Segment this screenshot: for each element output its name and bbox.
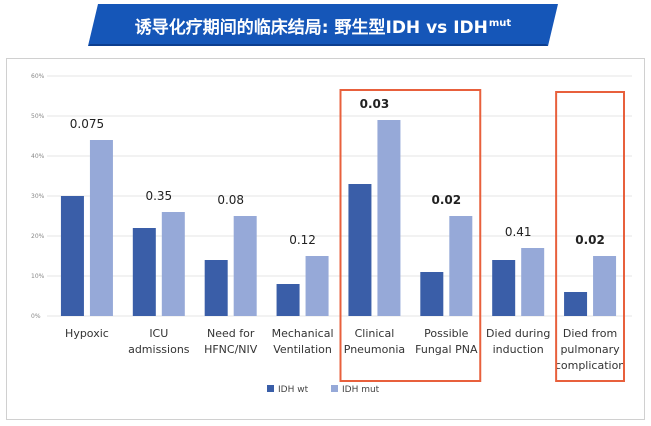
bar-idh-mut <box>449 216 473 316</box>
p-value-label: 0.02 <box>575 233 605 247</box>
category-label: Pneumonia <box>344 343 405 356</box>
y-tick-label: 60% <box>31 73 45 80</box>
p-value-label: 0.03 <box>360 97 390 111</box>
p-value-label: 0.41 <box>505 225 532 239</box>
title-banner: 诱导化疗期间的临床结局: 野生型IDH vs IDH mut <box>88 4 558 46</box>
page-title-superscript: mut <box>488 17 512 29</box>
bar-chart: 0% 10% 20% 30% 40% 50% 60% 0.075 Hypoxic 0.35 ICU a… <box>31 73 632 395</box>
category-label: Clinical <box>355 327 395 340</box>
bar-idh-wt <box>492 260 516 316</box>
category-label: Fungal PNA <box>415 343 478 356</box>
highlight-box <box>339 89 482 382</box>
legend-swatch <box>331 385 338 392</box>
bar-idh-wt <box>276 284 300 316</box>
y-tick-label: 40% <box>31 153 45 160</box>
bar-idh-mut <box>233 216 257 316</box>
page-title: 诱导化疗期间的临床结局: 野生型IDH vs IDH mut <box>88 4 558 46</box>
bar-idh-mut <box>89 140 113 316</box>
bar-idh-wt <box>60 196 84 316</box>
legend-swatch <box>267 385 274 392</box>
title-banner-shape <box>88 4 558 46</box>
category-label: Ventilation <box>273 343 332 356</box>
y-tick-label: 30% <box>31 193 45 200</box>
bar-idh-wt <box>204 260 228 316</box>
p-value-label: 0.02 <box>432 193 462 207</box>
bar-idh-wt <box>420 272 444 316</box>
category-label: Possible <box>424 327 469 340</box>
category-label: pulmonary <box>560 343 620 356</box>
highlight-box <box>555 91 625 382</box>
category-label: induction <box>493 343 544 356</box>
y-tick-label: 50% <box>31 113 45 120</box>
bar-idh-mut <box>305 256 329 316</box>
category-label: Hypoxic <box>65 327 109 340</box>
category-label: ICU <box>149 327 168 340</box>
p-value-label: 0.075 <box>70 117 104 131</box>
y-tick-label: 10% <box>31 273 45 280</box>
category-label: admissions <box>128 343 190 356</box>
chart-card: 0% 10% 20% 30% 40% 50% 60% 0.075 Hypoxic 0.35 ICU a… <box>6 58 645 420</box>
bar-idh-wt <box>132 228 156 316</box>
legend-label: IDH wt <box>278 385 309 395</box>
category-label: Died during <box>486 327 550 340</box>
legend-label: IDH mut <box>342 385 380 395</box>
bar-idh-mut <box>521 248 545 316</box>
category-label: Died from <box>563 327 617 340</box>
bar-idh-mut <box>377 120 401 316</box>
bar-idh-wt <box>564 292 588 316</box>
category-label: Need for <box>207 327 255 340</box>
y-tick-label: 20% <box>31 233 45 240</box>
category-label: complication <box>555 359 625 372</box>
y-tick-label: 0% <box>31 313 41 320</box>
p-value-label: 0.35 <box>145 189 172 203</box>
page-title-main: 诱导化疗期间的临床结局: 野生型IDH vs IDH <box>134 17 488 38</box>
category-label: Mechanical <box>272 327 334 340</box>
bar-idh-mut <box>161 212 185 316</box>
p-value-label: 0.08 <box>217 193 244 207</box>
bar-idh-mut <box>593 256 617 316</box>
p-value-label: 0.12 <box>289 233 316 247</box>
category-label: HFNC/NIV <box>204 343 258 356</box>
bar-idh-wt <box>348 184 372 316</box>
